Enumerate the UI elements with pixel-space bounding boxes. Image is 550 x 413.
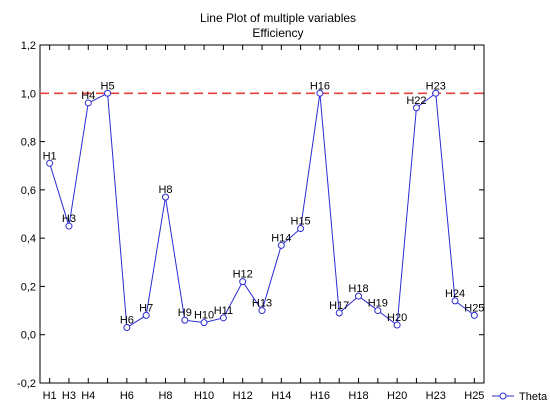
point-label: H13 bbox=[252, 298, 272, 310]
y-tick-label: 1,2 bbox=[21, 40, 36, 52]
data-point bbox=[142, 311, 150, 319]
data-point bbox=[219, 314, 227, 322]
data-point bbox=[65, 222, 73, 230]
data-point bbox=[297, 224, 305, 232]
series-line bbox=[49, 92, 475, 329]
y-tick-label: 0,0 bbox=[21, 330, 36, 342]
x-tick-label: H18 bbox=[348, 390, 368, 402]
point-label: H17 bbox=[329, 300, 349, 312]
y-tick-label: 0,6 bbox=[21, 185, 36, 197]
data-point bbox=[355, 292, 363, 300]
point-label: H16 bbox=[310, 80, 330, 92]
data-point bbox=[451, 297, 459, 305]
data-point bbox=[316, 89, 324, 97]
data-point bbox=[277, 241, 285, 249]
point-label: H11 bbox=[214, 305, 233, 317]
data-point bbox=[239, 278, 247, 286]
legend: Theta bbox=[492, 391, 548, 403]
x-tick-label: H23 bbox=[426, 390, 446, 402]
x-tick-label: H8 bbox=[158, 390, 172, 402]
y-tick-label: 0,2 bbox=[21, 281, 36, 293]
data-point bbox=[374, 307, 382, 315]
x-tick-label: H10 bbox=[194, 390, 214, 402]
x-tick-label: H16 bbox=[310, 390, 330, 402]
point-label: H6 bbox=[120, 314, 134, 326]
point-label: H18 bbox=[348, 283, 368, 295]
x-tick-label: H12 bbox=[233, 390, 253, 402]
y-tick-label: -0,2 bbox=[17, 378, 36, 390]
point-label: H4 bbox=[81, 90, 95, 102]
data-point bbox=[432, 89, 440, 97]
point-label: H8 bbox=[158, 184, 172, 196]
point-label: H7 bbox=[139, 302, 153, 314]
x-axis: H1 H3 H4 H6 H8 H10 H12 H14 H16 H18 H20 H23 H25 bbox=[43, 45, 484, 402]
series-group bbox=[46, 89, 478, 331]
point-label: H9 bbox=[178, 307, 192, 319]
point-label: H25 bbox=[464, 302, 484, 314]
data-point bbox=[181, 316, 189, 324]
y-tick-label: 0,4 bbox=[21, 233, 36, 245]
data-point bbox=[412, 104, 420, 112]
data-point bbox=[84, 99, 92, 107]
x-tick-label: H25 bbox=[464, 390, 484, 402]
point-label: H22 bbox=[406, 95, 426, 107]
data-point bbox=[200, 319, 208, 327]
point-label: H12 bbox=[233, 269, 253, 281]
data-point bbox=[161, 193, 169, 201]
x-tick-label: H14 bbox=[271, 390, 291, 402]
chart-subtitle: Efficiency bbox=[252, 26, 303, 40]
point-label: H14 bbox=[271, 232, 291, 244]
point-label: H3 bbox=[62, 213, 76, 225]
point-label: H19 bbox=[368, 298, 388, 310]
y-axis: -0,2 0,0 0,2 0,4 0,6 0,8 1,0 1,2 bbox=[17, 40, 484, 390]
data-point bbox=[104, 89, 112, 97]
legend-marker bbox=[499, 392, 507, 400]
x-tick-label: H20 bbox=[387, 390, 407, 402]
legend-label: Theta bbox=[519, 391, 548, 403]
data-point bbox=[258, 307, 266, 315]
point-label: H15 bbox=[291, 215, 311, 227]
point-label: H24 bbox=[445, 288, 465, 300]
x-tick-label: H4 bbox=[81, 390, 95, 402]
data-point bbox=[335, 309, 343, 317]
chart-title: Line Plot of multiple variables bbox=[200, 11, 356, 25]
x-tick-label: H3 bbox=[62, 390, 76, 402]
point-label: H5 bbox=[101, 80, 115, 92]
data-point bbox=[470, 311, 478, 319]
x-tick-label: H1 bbox=[43, 390, 57, 402]
y-tick-label: 0,8 bbox=[21, 137, 36, 149]
data-point bbox=[393, 321, 401, 329]
data-point bbox=[46, 159, 54, 167]
x-tick-label: H6 bbox=[120, 390, 134, 402]
data-point bbox=[123, 323, 131, 331]
point-label: H20 bbox=[387, 312, 407, 324]
point-label: H1 bbox=[43, 150, 57, 162]
point-label: H10 bbox=[194, 310, 214, 322]
y-tick-label: 1,0 bbox=[21, 88, 36, 100]
point-label: H23 bbox=[426, 80, 446, 92]
